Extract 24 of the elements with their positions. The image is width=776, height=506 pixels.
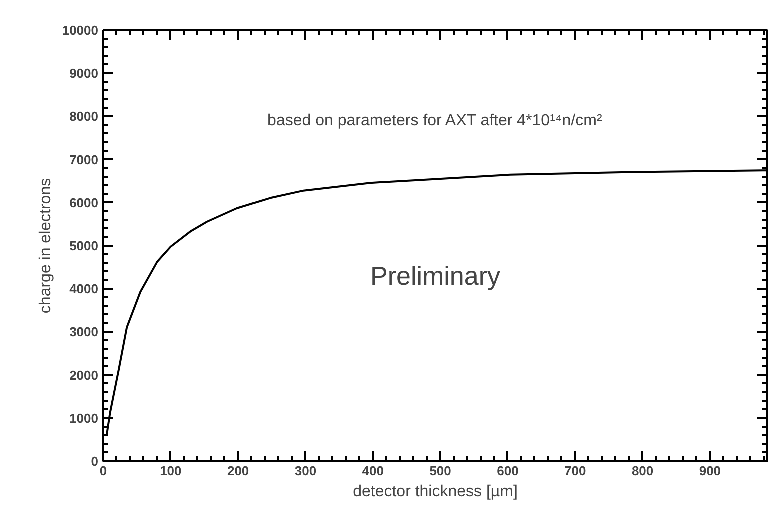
y-tick-label: 4000: [70, 282, 98, 297]
y-tick-label: 1000: [70, 410, 98, 426]
y-tick-label: 10000: [62, 23, 99, 38]
y-tick-label: 9000: [70, 66, 98, 82]
y-tick-label: 5000: [70, 238, 98, 254]
y-tick-label: 3000: [70, 324, 98, 340]
x-tick-label: 500: [430, 464, 452, 478]
x-tick-label: 300: [294, 464, 317, 478]
x-tick-label: 400: [362, 464, 384, 478]
x-tick-label: 600: [497, 464, 519, 478]
x-tick-label: 200: [227, 464, 250, 478]
y-tick-label: 7000: [70, 152, 98, 168]
y-axis-title: charge in electrons: [37, 178, 54, 314]
x-tick-label: 900: [699, 464, 722, 478]
x-tick-label: 700: [564, 464, 586, 478]
x-tick-label: 800: [632, 464, 654, 478]
x-tick-label: 100: [160, 464, 182, 478]
y-tick-label: 6000: [70, 195, 98, 210]
y-tick-label: 2000: [70, 368, 98, 383]
annotation: Preliminary: [370, 261, 501, 292]
annotation: based on parameters for AXT after 4*10¹⁴n/cm²: [268, 112, 603, 130]
x-axis-title: detector thickness [µm]: [353, 484, 518, 500]
y-tick-label: 8000: [70, 109, 98, 124]
y-tick-label: 0: [91, 454, 99, 469]
